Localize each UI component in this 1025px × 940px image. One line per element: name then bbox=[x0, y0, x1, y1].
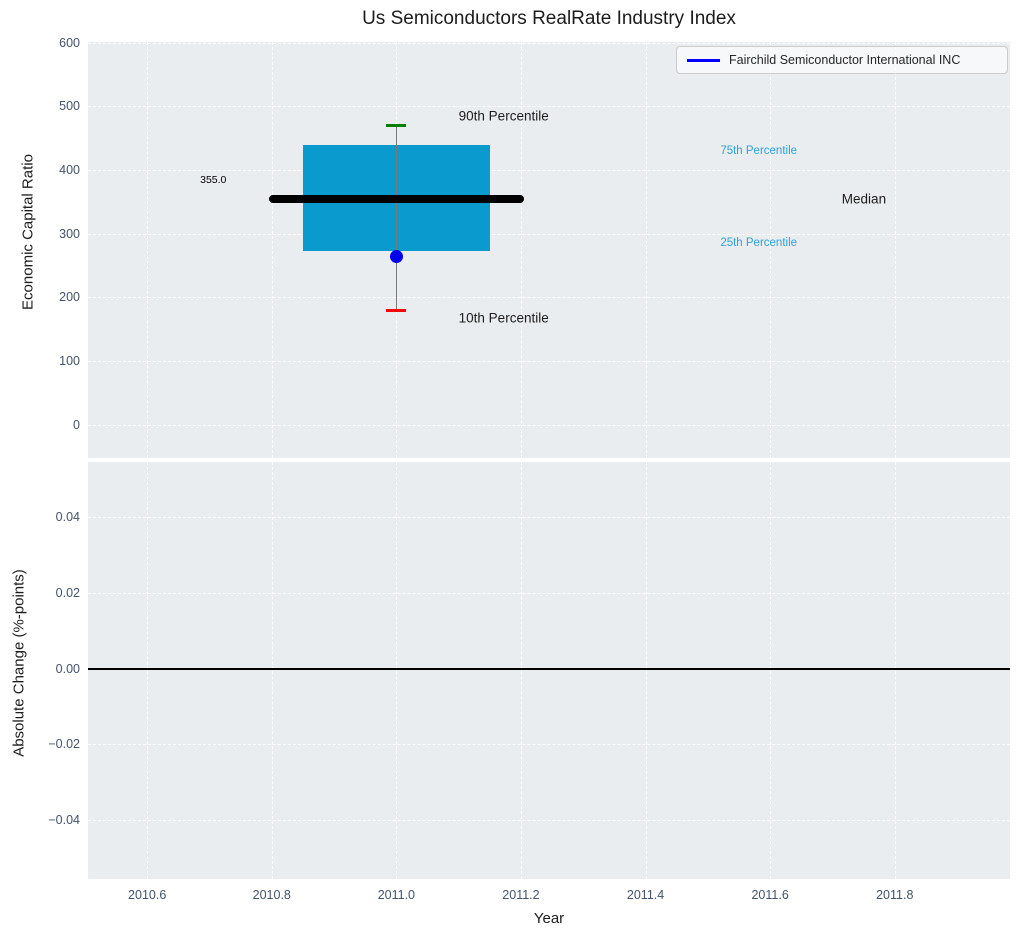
y-gridline bbox=[88, 297, 1010, 299]
panel-bottom bbox=[88, 462, 1010, 879]
zero-line bbox=[88, 667, 1010, 670]
annotation-p75-label: 75th Percentile bbox=[720, 144, 798, 157]
y-tick-label: 200 bbox=[59, 290, 80, 305]
x-gridline bbox=[645, 42, 647, 458]
y-tick-label: 500 bbox=[59, 99, 80, 114]
y-gridline bbox=[88, 516, 1010, 518]
y-gridline bbox=[88, 42, 1010, 44]
x-gridline bbox=[271, 462, 273, 879]
x-gridline bbox=[147, 462, 149, 879]
annotation-median-value: 355.0 bbox=[200, 174, 227, 187]
x-tick-label: 2011.4 bbox=[626, 888, 665, 902]
x-gridline bbox=[271, 42, 273, 458]
x-tick-label: 2011.6 bbox=[751, 888, 789, 902]
y-gridline bbox=[88, 424, 1010, 426]
annotation-p90-label: 90th Percentile bbox=[458, 108, 549, 124]
chart-title: Us Semiconductors RealRate Industry Inde… bbox=[362, 8, 736, 29]
y-tick-label: 400 bbox=[59, 163, 80, 178]
boxplot-whisker-line bbox=[395, 125, 398, 311]
y-tick-label: 0.00 bbox=[55, 661, 80, 676]
y-tick-label: −0.02 bbox=[48, 737, 80, 752]
legend: Fairchild Semiconductor International IN… bbox=[676, 46, 1008, 74]
y-tick-label: 0 bbox=[73, 417, 80, 432]
x-tick-label: 2011.2 bbox=[502, 888, 540, 902]
y-tick-label: 0.02 bbox=[55, 585, 80, 600]
y-gridline bbox=[88, 361, 1010, 363]
y-tick-label: 0.04 bbox=[55, 509, 80, 524]
p10-cap bbox=[386, 308, 407, 312]
x-gridline bbox=[520, 462, 522, 879]
x-gridline bbox=[396, 462, 398, 879]
x-tick-label: 2010.8 bbox=[252, 888, 291, 902]
x-gridline bbox=[520, 42, 522, 458]
x-tick-label: 2011.8 bbox=[876, 888, 914, 902]
y-tick-label: 600 bbox=[59, 35, 80, 50]
legend-label: Fairchild Semiconductor International IN… bbox=[729, 53, 961, 67]
boxplot-median-line bbox=[268, 194, 525, 203]
legend-line-icon bbox=[687, 58, 720, 62]
company-point bbox=[389, 249, 403, 263]
y-gridline bbox=[88, 170, 1010, 172]
x-axis-label: Year bbox=[533, 910, 565, 927]
y-tick-label: 300 bbox=[59, 226, 80, 241]
annotation-median-label: Median bbox=[841, 191, 887, 207]
y-tick-label: 100 bbox=[59, 354, 80, 369]
panel-top: 355.0 90th Percentile 75th Percentile Media… bbox=[88, 42, 1010, 458]
x-gridline bbox=[894, 42, 896, 458]
annotation-p25-label: 25th Percentile bbox=[720, 237, 798, 250]
x-gridline bbox=[645, 462, 647, 879]
x-gridline bbox=[770, 42, 772, 458]
y-gridline bbox=[88, 592, 1010, 594]
y-gridline bbox=[88, 820, 1010, 822]
y-tick-label: −0.04 bbox=[48, 813, 80, 828]
x-gridline bbox=[147, 42, 149, 458]
y-gridline bbox=[88, 233, 1010, 235]
x-gridline bbox=[894, 462, 896, 879]
x-tick-label: 2011.0 bbox=[377, 888, 416, 902]
p90-cap bbox=[386, 123, 407, 127]
annotation-p10-label: 10th Percentile bbox=[458, 310, 549, 326]
y-gridline bbox=[88, 744, 1010, 746]
y-gridline bbox=[88, 106, 1010, 108]
x-gridline bbox=[770, 462, 772, 879]
x-tick-label: 2010.6 bbox=[128, 888, 167, 902]
